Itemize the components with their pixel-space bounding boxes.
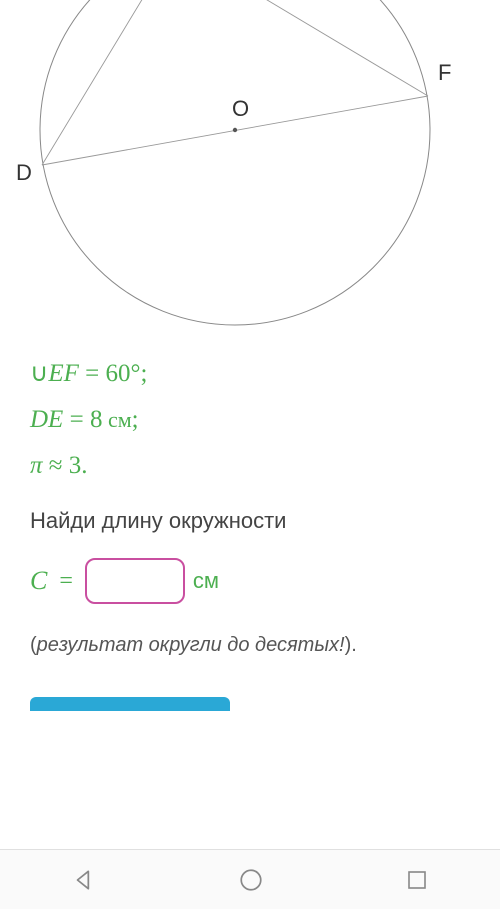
hint-close: ).: [345, 634, 357, 656]
given-arc-EF: ∪EF = 60°;: [30, 358, 470, 388]
task-prompt: Найди длину окружности: [30, 508, 470, 534]
arc-sep: ;: [140, 360, 147, 387]
given-pi: π ≈ 3.: [30, 452, 470, 480]
arc-eq: =: [79, 360, 106, 387]
answer-eq: =: [59, 568, 73, 595]
de-sep: ;: [132, 406, 139, 433]
center-dot: [233, 128, 237, 132]
pi-dot: .: [81, 452, 87, 479]
given-chord-DE: DE = 8 см;: [30, 406, 470, 434]
pi-value: 3: [69, 452, 82, 479]
geometry-diagram: O D F: [30, 0, 470, 340]
answer-input[interactable]: [85, 558, 185, 604]
recent-icon[interactable]: [405, 868, 429, 892]
hint-text: результат округли до десятых!: [37, 634, 345, 656]
android-nav-bar: [0, 849, 500, 909]
rounding-hint: (результат округли до десятых!).: [30, 634, 470, 657]
back-icon[interactable]: [71, 867, 97, 893]
submit-button[interactable]: [30, 697, 230, 711]
de-unit: см: [102, 407, 131, 432]
label-D: D: [16, 160, 32, 185]
line-DE: [42, 0, 175, 165]
arc-value: 60: [105, 360, 130, 387]
answer-row: C = см: [30, 558, 470, 604]
line-EF: [175, 0, 428, 96]
pi-var: π: [30, 452, 43, 479]
answer-var: C: [30, 566, 47, 596]
pi-approx: ≈: [43, 452, 69, 479]
arc-deg: °: [130, 360, 140, 387]
de-eq: =: [63, 406, 90, 433]
de-value: 8: [90, 406, 103, 433]
label-F: F: [438, 60, 451, 85]
answer-unit: см: [193, 568, 219, 594]
arc-var: EF: [48, 360, 79, 387]
arc-symbol: ∪: [30, 360, 48, 387]
circle-outline: [40, 0, 430, 325]
hint-open: (: [30, 634, 37, 656]
de-var: DE: [30, 406, 63, 433]
label-O: O: [232, 96, 249, 121]
home-icon[interactable]: [238, 867, 264, 893]
